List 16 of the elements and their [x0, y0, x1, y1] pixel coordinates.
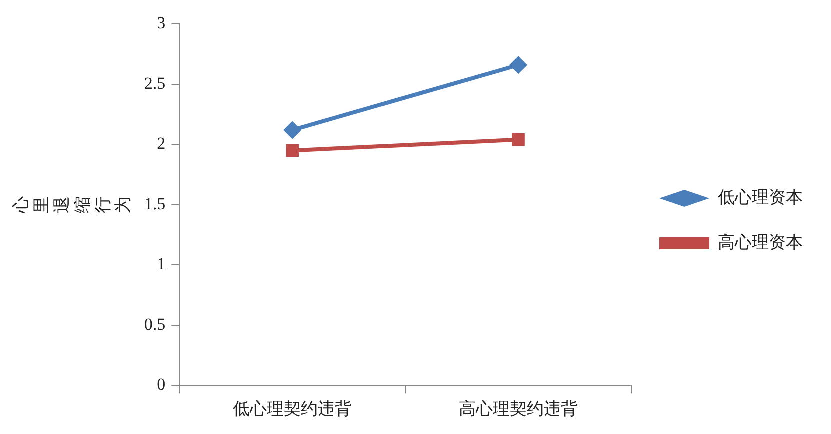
y-axis-title: 心里退缩行为: [12, 196, 133, 214]
y-tick-label: 0.5: [144, 314, 166, 334]
y-tick-label: 1.5: [144, 194, 166, 214]
y-tick-label: 2.5: [144, 74, 166, 93]
y-tick-label: 1: [157, 254, 166, 274]
legend-label: 高心理资本: [718, 232, 803, 252]
point: [286, 144, 299, 158]
point: [512, 133, 525, 146]
point: [284, 121, 302, 140]
legend-label: 低心理资本: [718, 188, 803, 207]
y-tick-label: 3: [157, 14, 166, 33]
x-tick-label: 低心理契约违背: [233, 399, 352, 418]
x-tick-label: 高心理契约违背: [459, 399, 578, 418]
y-tick-label: 0: [157, 375, 166, 394]
point: [510, 56, 528, 74]
y-tick-label: 2: [157, 134, 166, 154]
